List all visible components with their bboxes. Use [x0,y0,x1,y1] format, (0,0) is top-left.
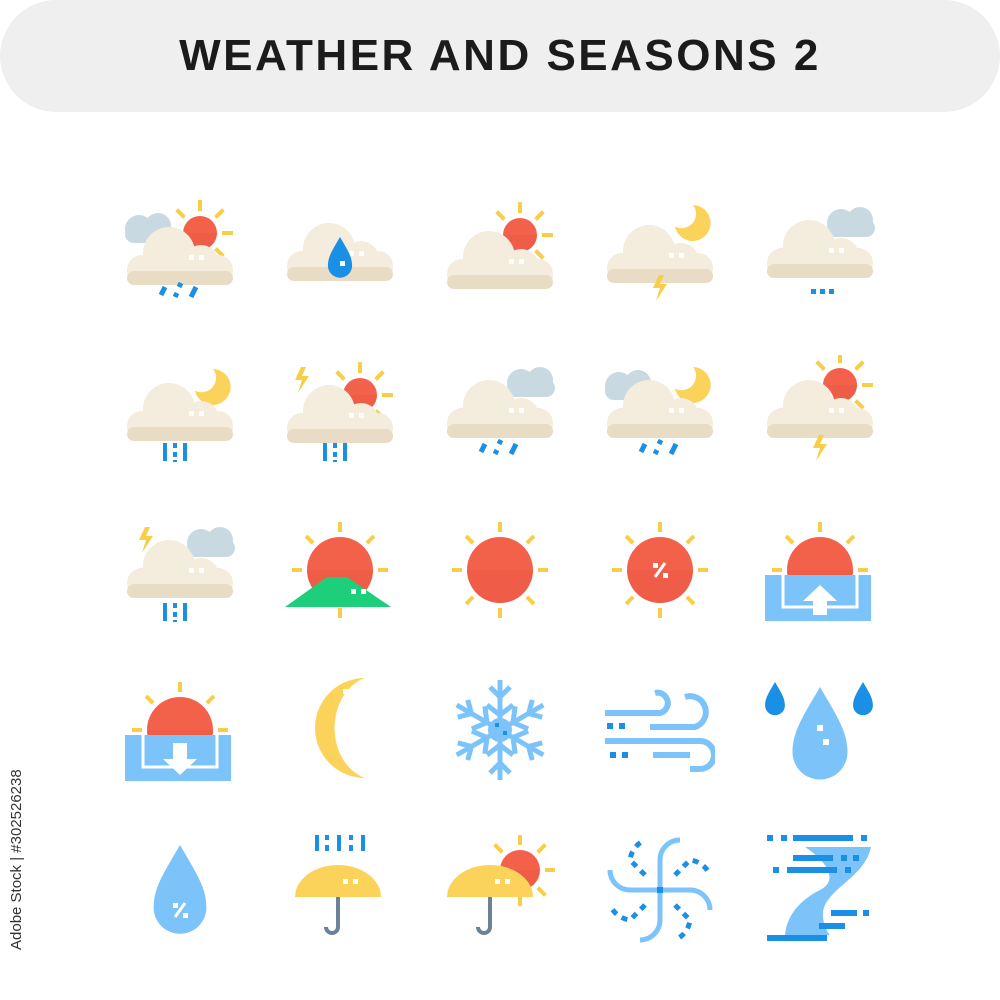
title-bar: WEATHER AND SEASONS 2 [0,0,1000,112]
cloud-rain-icon-graphic [447,367,555,456]
watermark-side-text: Adobe Stock | #302526238 [8,769,25,950]
cloud-sun-rain-icon [125,195,235,305]
cloud-moon-thunder-icon [605,195,715,305]
wind-icon [605,675,715,785]
cloud-sun-rain-icon-graphic [125,200,233,299]
cloud-sun-thunderstorm-icon [285,355,395,465]
cloud-drizzle-icon-graphic [767,207,875,294]
snowflake-icon [445,675,555,785]
cloud-raindrop-icon [285,195,395,305]
sunset-icon-graphic [125,682,231,781]
sun-percent-icon-graphic [612,522,708,618]
snowflake-icon-graphic [455,680,545,780]
cloud-sun-icon-graphic [447,202,553,289]
umbrella-rain-icon [285,835,395,945]
cloud-sun-thunderstorm-icon-graphic [287,362,393,462]
cloud-thunderstorm-icon [125,515,235,625]
cloud-rain-icon [445,355,555,465]
tornado-icon [765,835,875,945]
sunrise-icon [765,515,875,625]
whirlwind-icon-graphic [607,837,713,943]
cloud-thunderstorm-icon-graphic [127,527,235,622]
umbrella-sun-icon-graphic [447,835,555,935]
humidity-percent-icon-graphic [153,845,207,934]
water-drops-icon [765,675,875,785]
sunrise-icon-graphic [765,522,871,621]
cloud-moon-rain-icon-graphic [605,367,713,456]
wind-icon-graphic [605,689,715,772]
water-drops-icon-graphic [765,682,873,780]
moon-icon [285,675,395,785]
cloud-drizzle-icon [765,195,875,305]
cloud-moon-thunder-icon-graphic [607,205,713,301]
sun-hill-icon-graphic [285,522,391,618]
cloud-moon-rain-icon [605,355,715,465]
cloud-raindrop-icon-graphic [287,223,393,281]
sunset-icon [125,675,235,785]
icon-grid [125,195,925,995]
humidity-percent-icon [125,835,235,945]
cloud-sun-thunder-icon [765,355,875,465]
page-title: WEATHER AND SEASONS 2 [179,31,821,80]
cloud-moon-heavy-rain-icon-graphic [127,369,233,462]
tornado-icon-graphic [767,835,871,941]
sun-icon [445,515,555,625]
umbrella-sun-icon [445,835,555,945]
umbrella-rain-icon-graphic [295,835,381,935]
cloud-moon-heavy-rain-icon [125,355,235,465]
sun-icon-graphic [452,522,548,618]
moon-icon-graphic [315,678,365,778]
sun-hill-icon [285,515,395,625]
sun-percent-icon [605,515,715,625]
whirlwind-icon [605,835,715,945]
cloud-sun-thunder-icon-graphic [767,355,873,461]
cloud-sun-icon [445,195,555,305]
